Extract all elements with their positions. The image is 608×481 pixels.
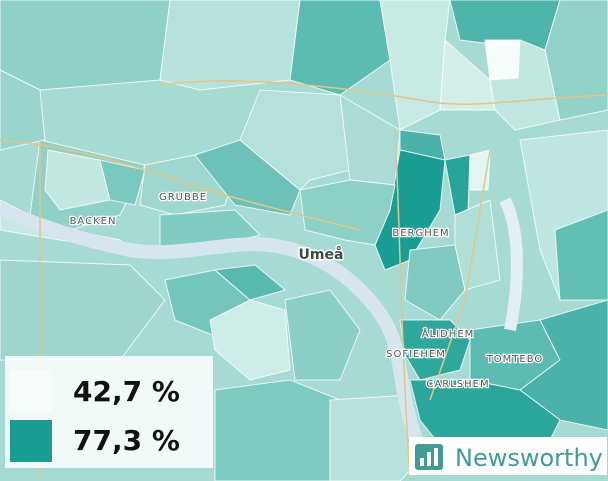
district	[213, 264, 287, 301]
district	[289, 0, 391, 96]
river	[0, 203, 432, 464]
legend: 42,7 % 77,3 %	[5, 356, 213, 468]
place-label: TOMTEBO	[486, 354, 544, 365]
place-label: CARLSHEM	[426, 379, 489, 390]
district	[454, 199, 501, 291]
brand-icon-bar	[420, 458, 424, 466]
legend-label: 42,7 %	[73, 375, 180, 408]
place-label: GRUBBE	[159, 192, 207, 203]
place-label: BERGHEM	[392, 228, 449, 239]
legend-swatch	[10, 420, 52, 462]
district	[544, 0, 608, 121]
district	[209, 299, 291, 381]
brand-name: Newsworthy	[455, 444, 603, 472]
roads	[0, 80, 608, 481]
district	[44, 149, 111, 211]
legend-swatch	[10, 370, 52, 412]
place-label: BACKEN	[70, 216, 117, 227]
district	[284, 289, 361, 381]
district	[0, 259, 166, 361]
district	[214, 379, 341, 481]
district	[159, 0, 301, 91]
district	[299, 179, 396, 246]
district	[409, 379, 561, 446]
district	[404, 244, 466, 321]
place-label: SOFIEHEM	[386, 349, 446, 360]
brand: Newsworthy	[409, 437, 607, 475]
district	[554, 209, 608, 301]
district	[484, 39, 521, 81]
brand-icon-bar	[434, 448, 438, 466]
district	[0, 69, 46, 151]
brand-icon-bar	[427, 452, 431, 466]
district	[0, 0, 171, 91]
lake	[499, 197, 523, 332]
place-label: ÅLIDHEM	[422, 327, 475, 340]
city-label: Umeå	[299, 246, 344, 263]
district	[99, 159, 146, 206]
legend-label: 77,3 %	[73, 424, 180, 457]
place-labels: GRUBBE BACKEN BERGHEM Umeå ÅLIDHEM SOFIE…	[68, 191, 544, 392]
